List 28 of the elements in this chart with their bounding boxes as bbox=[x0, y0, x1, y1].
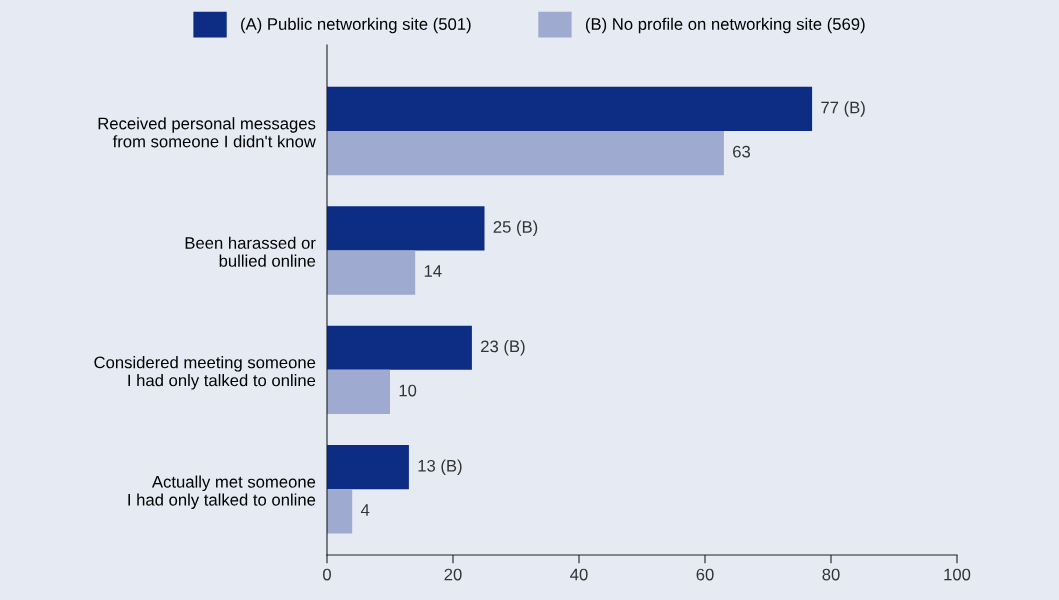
x-tick-label: 80 bbox=[822, 568, 840, 581]
legend-label: (B) No profile on networking site (569) bbox=[585, 17, 865, 34]
data-label: 10 bbox=[399, 384, 417, 397]
y-tick-label: Considered meeting someone I had only talked to online bbox=[94, 356, 316, 390]
bar bbox=[327, 250, 416, 295]
bar bbox=[327, 131, 724, 176]
data-label: 4 bbox=[360, 504, 370, 516]
y-tick-label: Received personal messages from someone I didn't know bbox=[98, 117, 316, 148]
data-label: 77 (B) bbox=[821, 101, 865, 117]
bar bbox=[327, 86, 813, 131]
bar bbox=[327, 325, 472, 370]
legend-label: (A) Public networking site (501) bbox=[241, 17, 471, 34]
y-tick-label: Been harassed or bullied online bbox=[185, 236, 316, 267]
x-tick-label: 100 bbox=[944, 568, 971, 581]
x-tick-label: 0 bbox=[323, 568, 331, 581]
data-label: 25 (B) bbox=[493, 220, 538, 237]
data-label: 63 bbox=[733, 145, 751, 158]
bar bbox=[327, 489, 353, 534]
data-label: 13 (B) bbox=[418, 459, 462, 475]
data-label: 14 bbox=[424, 265, 442, 277]
bar bbox=[327, 206, 485, 251]
x-tick-label: 60 bbox=[696, 568, 714, 581]
y-tick-label: Actually met someone I had only talked to online bbox=[128, 475, 316, 509]
data-label: 23 (B) bbox=[481, 340, 525, 356]
x-tick-label: 40 bbox=[570, 568, 588, 581]
bar bbox=[327, 369, 390, 415]
x-tick-label: 20 bbox=[444, 568, 462, 581]
bar bbox=[327, 445, 409, 490]
